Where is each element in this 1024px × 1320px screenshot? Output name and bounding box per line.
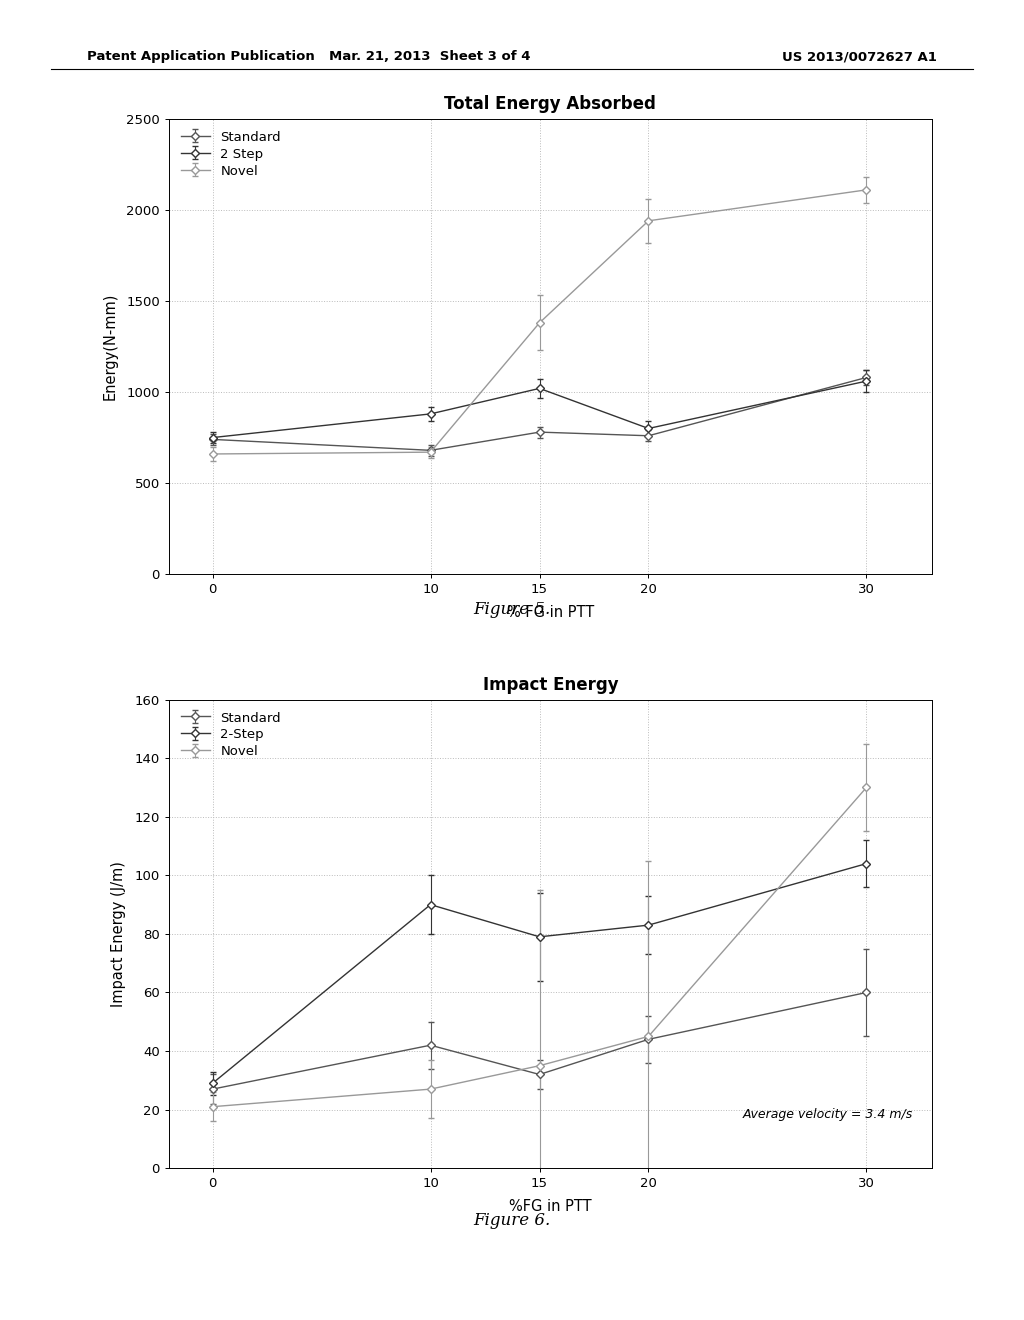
Text: Figure 6.: Figure 6. — [473, 1212, 551, 1229]
Title: Impact Energy: Impact Energy — [482, 676, 618, 694]
Text: Figure 5.: Figure 5. — [473, 601, 551, 618]
Legend: Standard, 2 Step, Novel: Standard, 2 Step, Novel — [175, 125, 287, 183]
Y-axis label: Energy(N-mm): Energy(N-mm) — [102, 293, 118, 400]
Text: US 2013/0072627 A1: US 2013/0072627 A1 — [782, 50, 937, 63]
Legend: Standard, 2-Step, Novel: Standard, 2-Step, Novel — [175, 706, 287, 764]
Y-axis label: Impact Energy (J/m): Impact Energy (J/m) — [112, 861, 126, 1007]
Text: Average velocity = 3.4 m/s: Average velocity = 3.4 m/s — [742, 1109, 912, 1121]
X-axis label: % FG in PTT: % FG in PTT — [507, 605, 594, 619]
X-axis label: %FG in PTT: %FG in PTT — [509, 1199, 592, 1213]
Title: Total Energy Absorbed: Total Energy Absorbed — [444, 95, 656, 114]
Text: Patent Application Publication: Patent Application Publication — [87, 50, 314, 63]
Text: Mar. 21, 2013  Sheet 3 of 4: Mar. 21, 2013 Sheet 3 of 4 — [330, 50, 530, 63]
